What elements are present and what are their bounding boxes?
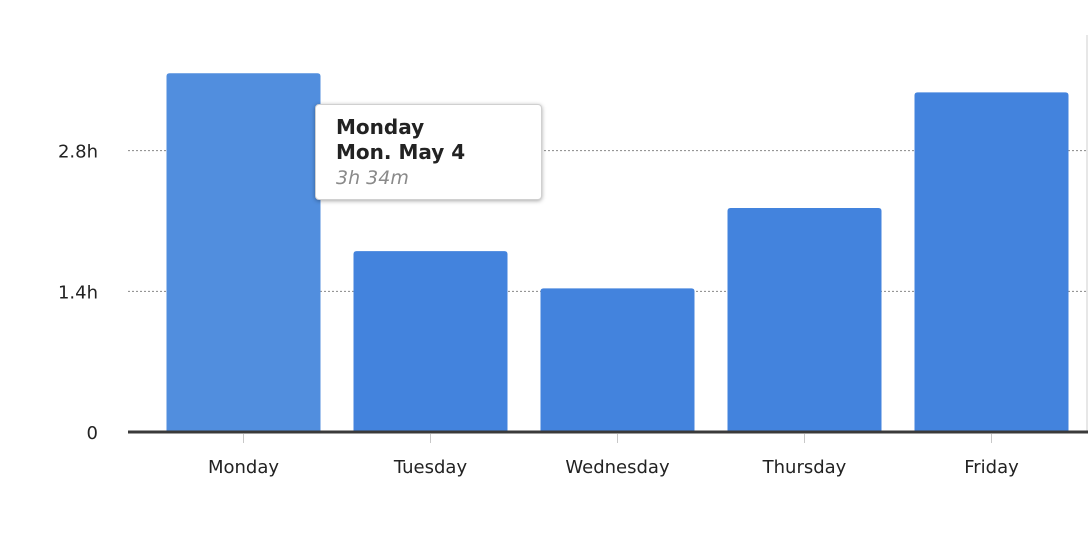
chart-tooltip: Monday Mon. May 4 3h 34m [315,104,542,200]
x-tick-label: Wednesday [565,457,670,478]
tooltip-title: Monday [336,115,425,139]
x-tick-label: Tuesday [393,457,468,478]
bar-tuesday[interactable] [353,251,508,432]
y-tick-label: 0 [87,423,98,444]
x-tick-label: Friday [964,457,1019,478]
bar-thursday[interactable] [727,207,882,432]
bar-wednesday[interactable] [540,288,695,432]
y-tick-label: 2.8h [58,142,98,163]
tooltip-date: Mon. May 4 [336,140,466,164]
bar-monday[interactable] [166,73,321,433]
x-tick-label: Thursday [762,457,847,478]
bar-friday[interactable] [914,92,1069,432]
y-tick-label: 1.4h [58,282,98,303]
x-tick-label: Monday [208,457,279,478]
tooltip-value: 3h 34m [336,167,409,189]
